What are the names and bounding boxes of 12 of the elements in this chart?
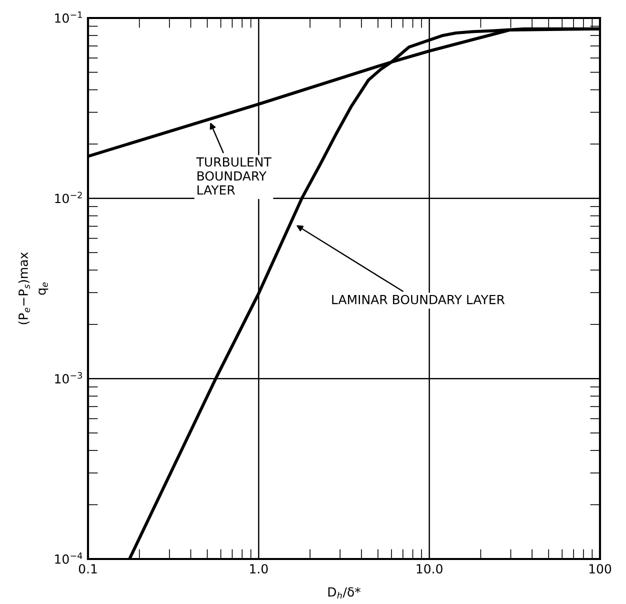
annotation: LAMINAR BOUNDARY LAYER xyxy=(332,294,505,304)
y-tick-label: 10$^{−4}$ xyxy=(55,552,82,564)
y-tick-label: 10$^{−3}$ xyxy=(55,372,82,384)
x-tick-label: 0.1 xyxy=(78,564,97,574)
y-tick-label: 10$^{−2}$ xyxy=(55,192,82,204)
x-tick-label: 10.0 xyxy=(416,564,442,574)
annotation: TURBULENT BOUNDARY LAYER xyxy=(196,157,272,195)
x-axis-title: D$_{h}$/δ* xyxy=(328,587,360,599)
x-tick-label: 100 xyxy=(589,564,612,574)
x-tick-label: 1.0 xyxy=(250,564,268,574)
y-axis-title: (P$_{e}$−P$_{s}$)max q$_{e}$ xyxy=(18,252,48,324)
y-tick-label: 10$^{−1}$ xyxy=(55,12,82,23)
